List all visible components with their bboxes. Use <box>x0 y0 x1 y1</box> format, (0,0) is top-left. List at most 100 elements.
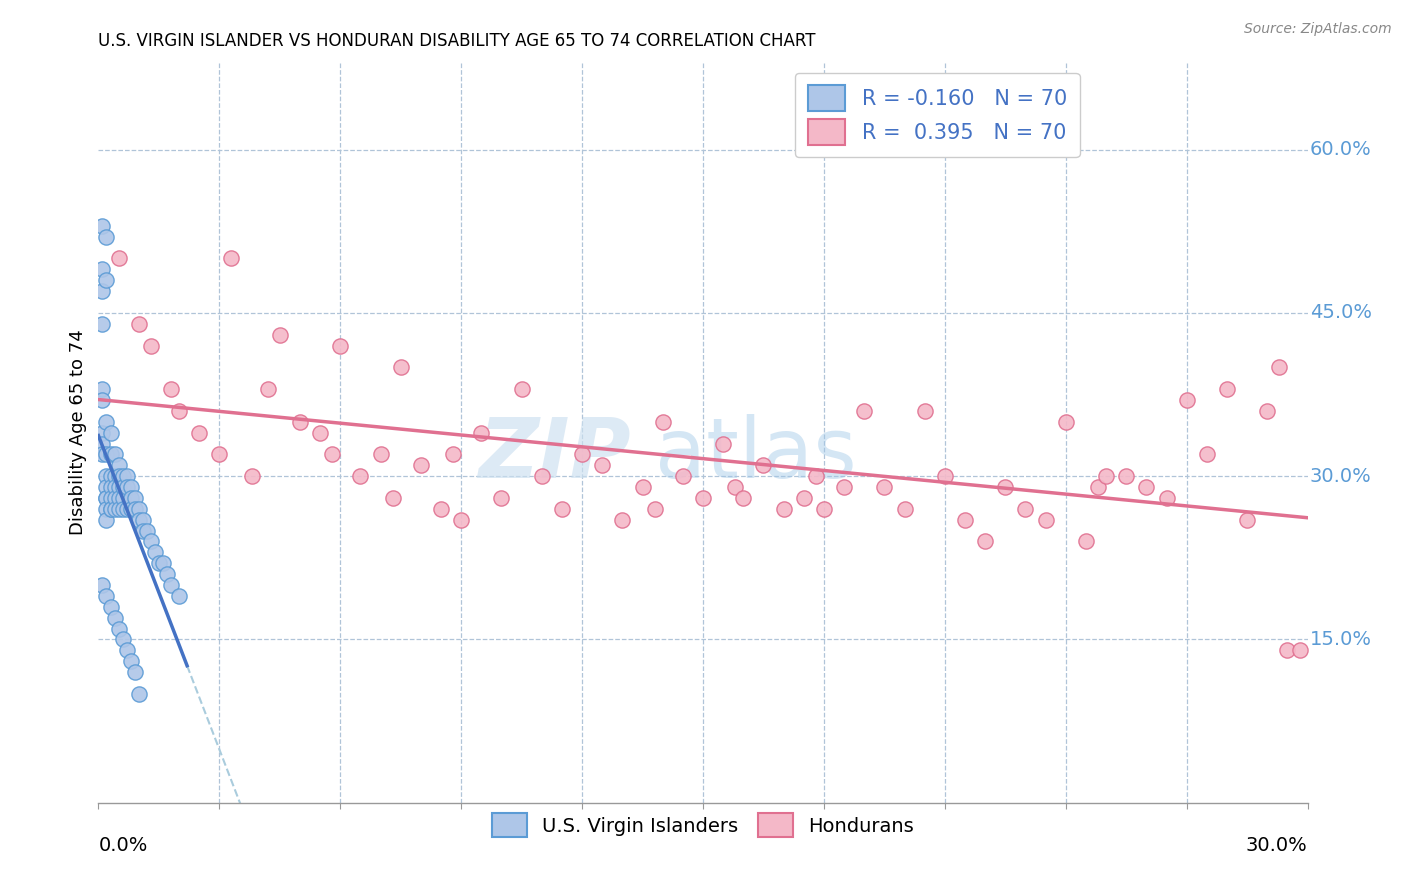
Point <box>91 447 114 461</box>
Point <box>167 404 190 418</box>
Point <box>132 524 155 538</box>
Point <box>128 501 150 516</box>
Point <box>152 556 174 570</box>
Point <box>491 491 513 505</box>
Point <box>510 382 533 396</box>
Point <box>96 273 118 287</box>
Point <box>107 469 129 483</box>
Point <box>1288 643 1310 657</box>
Point <box>135 524 157 538</box>
Point <box>103 469 125 483</box>
Point <box>100 469 122 483</box>
Point <box>470 425 492 440</box>
Point <box>551 501 574 516</box>
Point <box>124 665 146 680</box>
Point <box>644 501 666 516</box>
Point <box>672 469 695 483</box>
Point <box>381 491 404 505</box>
Point <box>128 687 150 701</box>
Point <box>1035 513 1057 527</box>
Legend: U.S. Virgin Islanders, Hondurans: U.S. Virgin Islanders, Hondurans <box>484 805 922 845</box>
Point <box>111 480 134 494</box>
Point <box>1087 480 1109 494</box>
Point <box>733 491 755 505</box>
Point <box>107 480 129 494</box>
Point <box>100 425 122 440</box>
Point <box>96 447 118 461</box>
Point <box>1074 534 1097 549</box>
Point <box>724 480 747 494</box>
Point <box>631 480 654 494</box>
Point <box>711 436 734 450</box>
Point <box>1277 643 1299 657</box>
Point <box>91 262 114 277</box>
Point <box>156 567 179 582</box>
Point <box>132 513 155 527</box>
Point <box>100 501 122 516</box>
Point <box>100 501 122 516</box>
Point <box>96 589 118 603</box>
Point <box>832 480 855 494</box>
Point <box>873 480 896 494</box>
Point <box>91 382 114 396</box>
Point <box>914 404 936 418</box>
Y-axis label: Disability Age 65 to 74: Disability Age 65 to 74 <box>69 330 87 535</box>
Point <box>651 415 673 429</box>
Point <box>1156 491 1178 505</box>
Point <box>139 534 162 549</box>
Point <box>256 382 278 396</box>
Point <box>1115 469 1137 483</box>
Point <box>111 469 134 483</box>
Text: 15.0%: 15.0% <box>1310 630 1372 649</box>
Point <box>91 425 114 440</box>
Point <box>107 501 129 516</box>
Point <box>321 447 343 461</box>
Point <box>752 458 775 473</box>
Point <box>111 632 134 647</box>
Point <box>107 252 129 266</box>
Point <box>103 501 125 516</box>
Point <box>389 360 412 375</box>
Point <box>103 611 125 625</box>
Point <box>571 447 593 461</box>
Point <box>441 447 464 461</box>
Point <box>120 654 142 668</box>
Text: Source: ZipAtlas.com: Source: ZipAtlas.com <box>1244 22 1392 37</box>
Text: 30.0%: 30.0% <box>1246 836 1308 855</box>
Point <box>148 556 170 570</box>
Point <box>450 513 472 527</box>
Point <box>349 469 371 483</box>
Text: U.S. VIRGIN ISLANDER VS HONDURAN DISABILITY AGE 65 TO 74 CORRELATION CHART: U.S. VIRGIN ISLANDER VS HONDURAN DISABIL… <box>98 32 815 50</box>
Point <box>96 491 118 505</box>
Point <box>115 501 138 516</box>
Point <box>143 545 166 559</box>
Point <box>1236 513 1258 527</box>
Point <box>1195 447 1218 461</box>
Point <box>1095 469 1118 483</box>
Point <box>1054 415 1077 429</box>
Point <box>107 491 129 505</box>
Point <box>813 501 835 516</box>
Point <box>1268 360 1291 375</box>
Point <box>91 436 114 450</box>
Point <box>974 534 997 549</box>
Point <box>430 501 453 516</box>
Point <box>103 491 125 505</box>
Point <box>91 284 114 298</box>
Point <box>853 404 876 418</box>
Point <box>893 501 915 516</box>
Point <box>139 338 162 352</box>
Text: 45.0%: 45.0% <box>1310 303 1372 322</box>
Point <box>934 469 956 483</box>
Text: 60.0%: 60.0% <box>1310 140 1372 159</box>
Point <box>96 229 118 244</box>
Point <box>530 469 553 483</box>
Point <box>1216 382 1239 396</box>
Point <box>103 480 125 494</box>
Point <box>188 425 211 440</box>
Point <box>120 480 142 494</box>
Point <box>1135 480 1157 494</box>
Point <box>91 219 114 233</box>
Point <box>793 491 815 505</box>
Point <box>91 392 114 407</box>
